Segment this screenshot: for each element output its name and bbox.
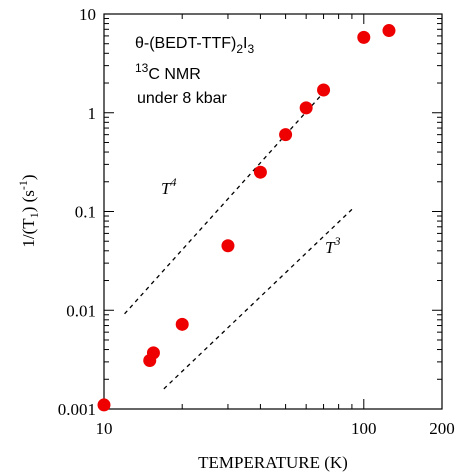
data-points <box>97 24 396 412</box>
guide-lines <box>124 92 353 390</box>
x-tick-labels: 10 100 200 <box>96 419 455 438</box>
y-axis-title-subscript: 1 <box>27 212 41 218</box>
data-point <box>357 30 371 44</box>
data-point <box>221 239 235 253</box>
data-point <box>175 317 189 331</box>
compound-label: θ-(BEDT-TTF)2I3 <box>135 35 254 56</box>
x-axis-title: TEMPERATURE (K) <box>198 453 348 472</box>
x-tick-label: 10 <box>96 419 113 438</box>
y-tick-label: 10 <box>79 5 96 24</box>
y-tick-label: 0.1 <box>75 203 96 222</box>
data-point <box>97 398 111 412</box>
x-tick-label: 100 <box>351 419 377 438</box>
data-point <box>279 128 293 142</box>
y-tick-labels: 0.001 0.01 0.1 1 10 <box>58 5 96 419</box>
y-tick-label: 1 <box>88 104 97 123</box>
data-point <box>382 24 396 38</box>
y-tick-label: 0.001 <box>58 400 96 419</box>
data-point <box>317 83 331 97</box>
axis-ticks <box>103 13 443 410</box>
pressure-label: under 8 kbar <box>137 90 228 107</box>
data-point <box>253 165 267 179</box>
x-tick-label: 200 <box>429 419 455 438</box>
data-point <box>146 346 160 360</box>
t3-label: T3 <box>325 234 340 257</box>
y-axis-title-superscript: -1 <box>16 180 30 190</box>
y-tick-label: 0.01 <box>66 301 96 320</box>
y-axis-title: 1/(T1) (s-1) <box>16 174 41 247</box>
guide-line <box>124 92 325 315</box>
data-point <box>299 101 313 115</box>
nmr-label: 13C NMR <box>135 61 201 83</box>
t4-label: T4 <box>161 175 176 198</box>
guide-line <box>163 208 353 390</box>
